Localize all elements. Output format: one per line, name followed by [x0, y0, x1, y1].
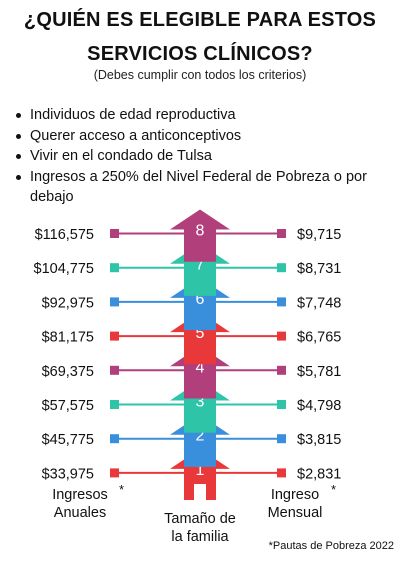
monthly-connector-square	[277, 468, 286, 478]
monthly-income-value: $9,715	[297, 227, 341, 243]
criteria-item: Vivir en el condado de Tulsa	[14, 146, 396, 167]
criteria-item: Individuos de edad reproductiva	[14, 105, 396, 126]
annual-income-value: $104,775	[34, 261, 94, 277]
monthly-connector-square	[277, 365, 286, 375]
monthly-connector-square	[277, 229, 286, 238]
annual-income-value: $69,375	[42, 364, 94, 380]
annual-connector-square	[110, 331, 119, 341]
family-size-number: 7	[196, 257, 205, 274]
annual-connector-square	[110, 229, 119, 238]
bullet-icon	[16, 113, 21, 118]
annual-income-value: $81,175	[42, 330, 94, 346]
family-size-number: 6	[196, 291, 205, 308]
monthly-income-value: $5,781	[297, 364, 341, 380]
family-size-arrow	[170, 209, 230, 262]
monthly-income-value: $7,748	[297, 295, 341, 311]
monthly-connector-square	[277, 400, 286, 409]
annual-income-value: $33,975	[42, 466, 94, 482]
annual-connector-square	[110, 263, 119, 273]
family-size-number: 5	[196, 325, 205, 342]
annual-connector-square	[110, 468, 119, 478]
title-line-1: ¿QUIÉN ES ELEGIBLE PARA ESTOS	[23, 9, 377, 31]
monthly-income-value: $4,798	[297, 398, 341, 414]
annual-income-value: $92,975	[42, 295, 94, 311]
monthly-connector-square	[277, 297, 286, 307]
monthly-income-label: Ingreso Mensual	[267, 487, 323, 521]
monthly-connector-square	[277, 434, 286, 444]
annual-asterisk: *	[119, 482, 125, 497]
monthly-income-value: $3,815	[297, 432, 341, 448]
title-line-2: SERVICIOS CLÍNICOS?	[87, 43, 313, 65]
annual-connector-square	[110, 365, 119, 375]
criteria-text: Vivir en el condado de Tulsa	[30, 148, 212, 165]
annual-income-value: $116,575	[35, 227, 94, 243]
monthly-connector-square	[277, 331, 286, 341]
family-size-number: 2	[196, 428, 205, 445]
criteria-text: Ingresos a 250% del Nivel Federal de Pob…	[30, 168, 367, 206]
annual-income-value: $57,575	[42, 398, 94, 414]
family-size-number: 3	[196, 394, 205, 411]
family-size-number: 8	[196, 223, 205, 240]
monthly-income-value: $6,765	[297, 330, 341, 346]
criteria-list: Individuos de edad reproductiva Querer a…	[14, 105, 396, 208]
annual-income-value: $45,775	[42, 432, 94, 448]
bullet-icon	[16, 154, 21, 160]
criteria-text: Querer acceso a anticonceptivos	[30, 127, 242, 144]
footnote: *Pautas de Pobreza 2022	[268, 540, 394, 552]
annual-income-label: Ingresos Anuales	[52, 487, 108, 521]
monthly-asterisk: *	[331, 482, 337, 497]
bullet-icon	[16, 174, 21, 180]
monthly-connector-square	[277, 263, 286, 273]
criteria-item: Ingresos a 250% del Nivel Federal de Pob…	[14, 167, 396, 208]
family-size-label: Tamaño de la familia	[164, 511, 236, 545]
annual-connector-square	[110, 297, 119, 307]
criteria-text: Individuos de edad reproductiva	[30, 107, 236, 123]
family-size-number: 4	[196, 359, 205, 376]
bullet-icon	[16, 133, 21, 139]
subtitle: (Debes cumplir con todos los criterios)	[93, 68, 307, 82]
annual-connector-square	[110, 400, 119, 409]
family-size-number: 1	[196, 462, 205, 479]
criteria-item: Querer acceso a anticonceptivos	[14, 126, 396, 147]
monthly-income-value: $8,731	[297, 261, 341, 277]
annual-connector-square	[110, 434, 119, 444]
page-title: ¿QUIÉN ES ELEGIBLE PARA ESTOS SERVICIOS …	[0, 8, 400, 66]
monthly-income-value: $2,831	[297, 466, 341, 482]
